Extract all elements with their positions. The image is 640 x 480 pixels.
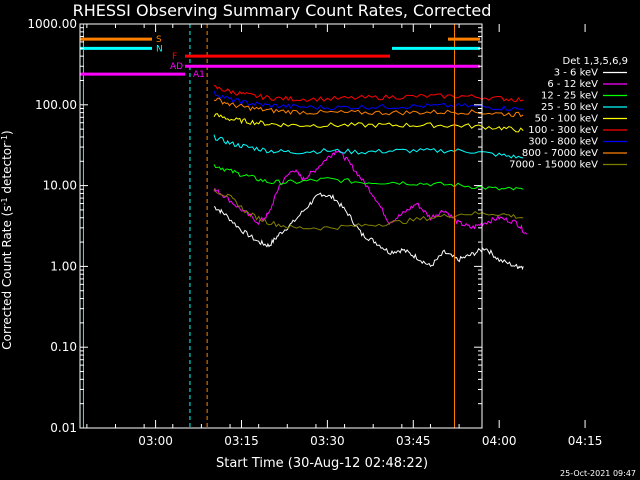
series-line-8 — [213, 188, 524, 231]
x-tick-label-5: 04:15 — [568, 434, 603, 448]
x-axis-label: Start Time (30-Aug-12 02:48:22) — [216, 456, 428, 471]
x-tick-label-2: 03:30 — [310, 434, 345, 448]
legend-entry-3: 25 - 50 keV — [541, 102, 598, 113]
legend-entry-7: 800 - 7000 keV — [522, 148, 598, 159]
series-line-4 — [213, 113, 524, 133]
x-tick-label-0: 03:00 — [138, 434, 173, 448]
footer-date: 25-Oct-2021 09:47 — [560, 469, 636, 478]
axes-frame — [79, 23, 483, 429]
legend-entry-5: 100 - 300 keV — [528, 125, 598, 136]
legend-title: Det 1,3,5,6,9 — [563, 56, 628, 67]
x-tick-label-4: 04:00 — [482, 434, 517, 448]
series-line-2 — [213, 164, 524, 191]
x-tick-label-1: 03:15 — [224, 434, 259, 448]
legend-entry-0: 3 - 6 keV — [554, 68, 598, 79]
series-line-1 — [213, 149, 528, 235]
series-line-0 — [213, 192, 524, 271]
flag-label-0: S — [156, 35, 162, 45]
legend-entry-1: 6 - 12 keV — [547, 79, 598, 90]
y-tick-label-2: 10.00 — [43, 179, 77, 193]
y-axis-label: Corrected Count Rate (s-1 detector-1) — [0, 130, 14, 349]
y-axis-label-sup: -1 — [0, 197, 9, 205]
series-line-6 — [213, 90, 524, 111]
flag-label-1: N — [156, 44, 163, 54]
legend-entry-2: 12 - 25 keV — [541, 91, 598, 102]
y-axis-label-main: Corrected Count Rate (s — [0, 205, 14, 349]
flag-label-2: F — [172, 52, 177, 62]
legend-entry-8: 7000 - 15000 keV — [509, 160, 598, 171]
series-line-3 — [213, 134, 524, 159]
chart-title: RHESSI Observing Summary Count Rates, Co… — [73, 1, 492, 20]
flag-label-3: AD — [170, 62, 183, 72]
y-tick-label-4: 0.10 — [50, 340, 77, 354]
series-line-7 — [213, 97, 524, 118]
legend-entry-6: 300 - 800 keV — [528, 137, 598, 148]
y-tick-label-3: 1.00 — [50, 259, 77, 273]
y-axis-label-mid: detector — [0, 143, 14, 198]
y-axis-label-end: ) — [0, 130, 14, 135]
y-axis-label-sup2: -1 — [0, 135, 9, 143]
axes: 03:00 03:15 03:30 03:45 04:00 04:15 1000.00 100… — [27, 17, 602, 448]
y-tick-label-5: 0.01 — [50, 421, 77, 435]
series-line-5 — [213, 84, 524, 103]
flag-label-4: A1 — [193, 70, 205, 80]
x-tick-label-3: 03:45 — [396, 434, 431, 448]
legend-entry-4: 50 - 100 keV — [535, 114, 599, 125]
y-tick-label-1: 100.00 — [35, 98, 77, 112]
y-tick-label-0: 1000.00 — [27, 17, 77, 31]
